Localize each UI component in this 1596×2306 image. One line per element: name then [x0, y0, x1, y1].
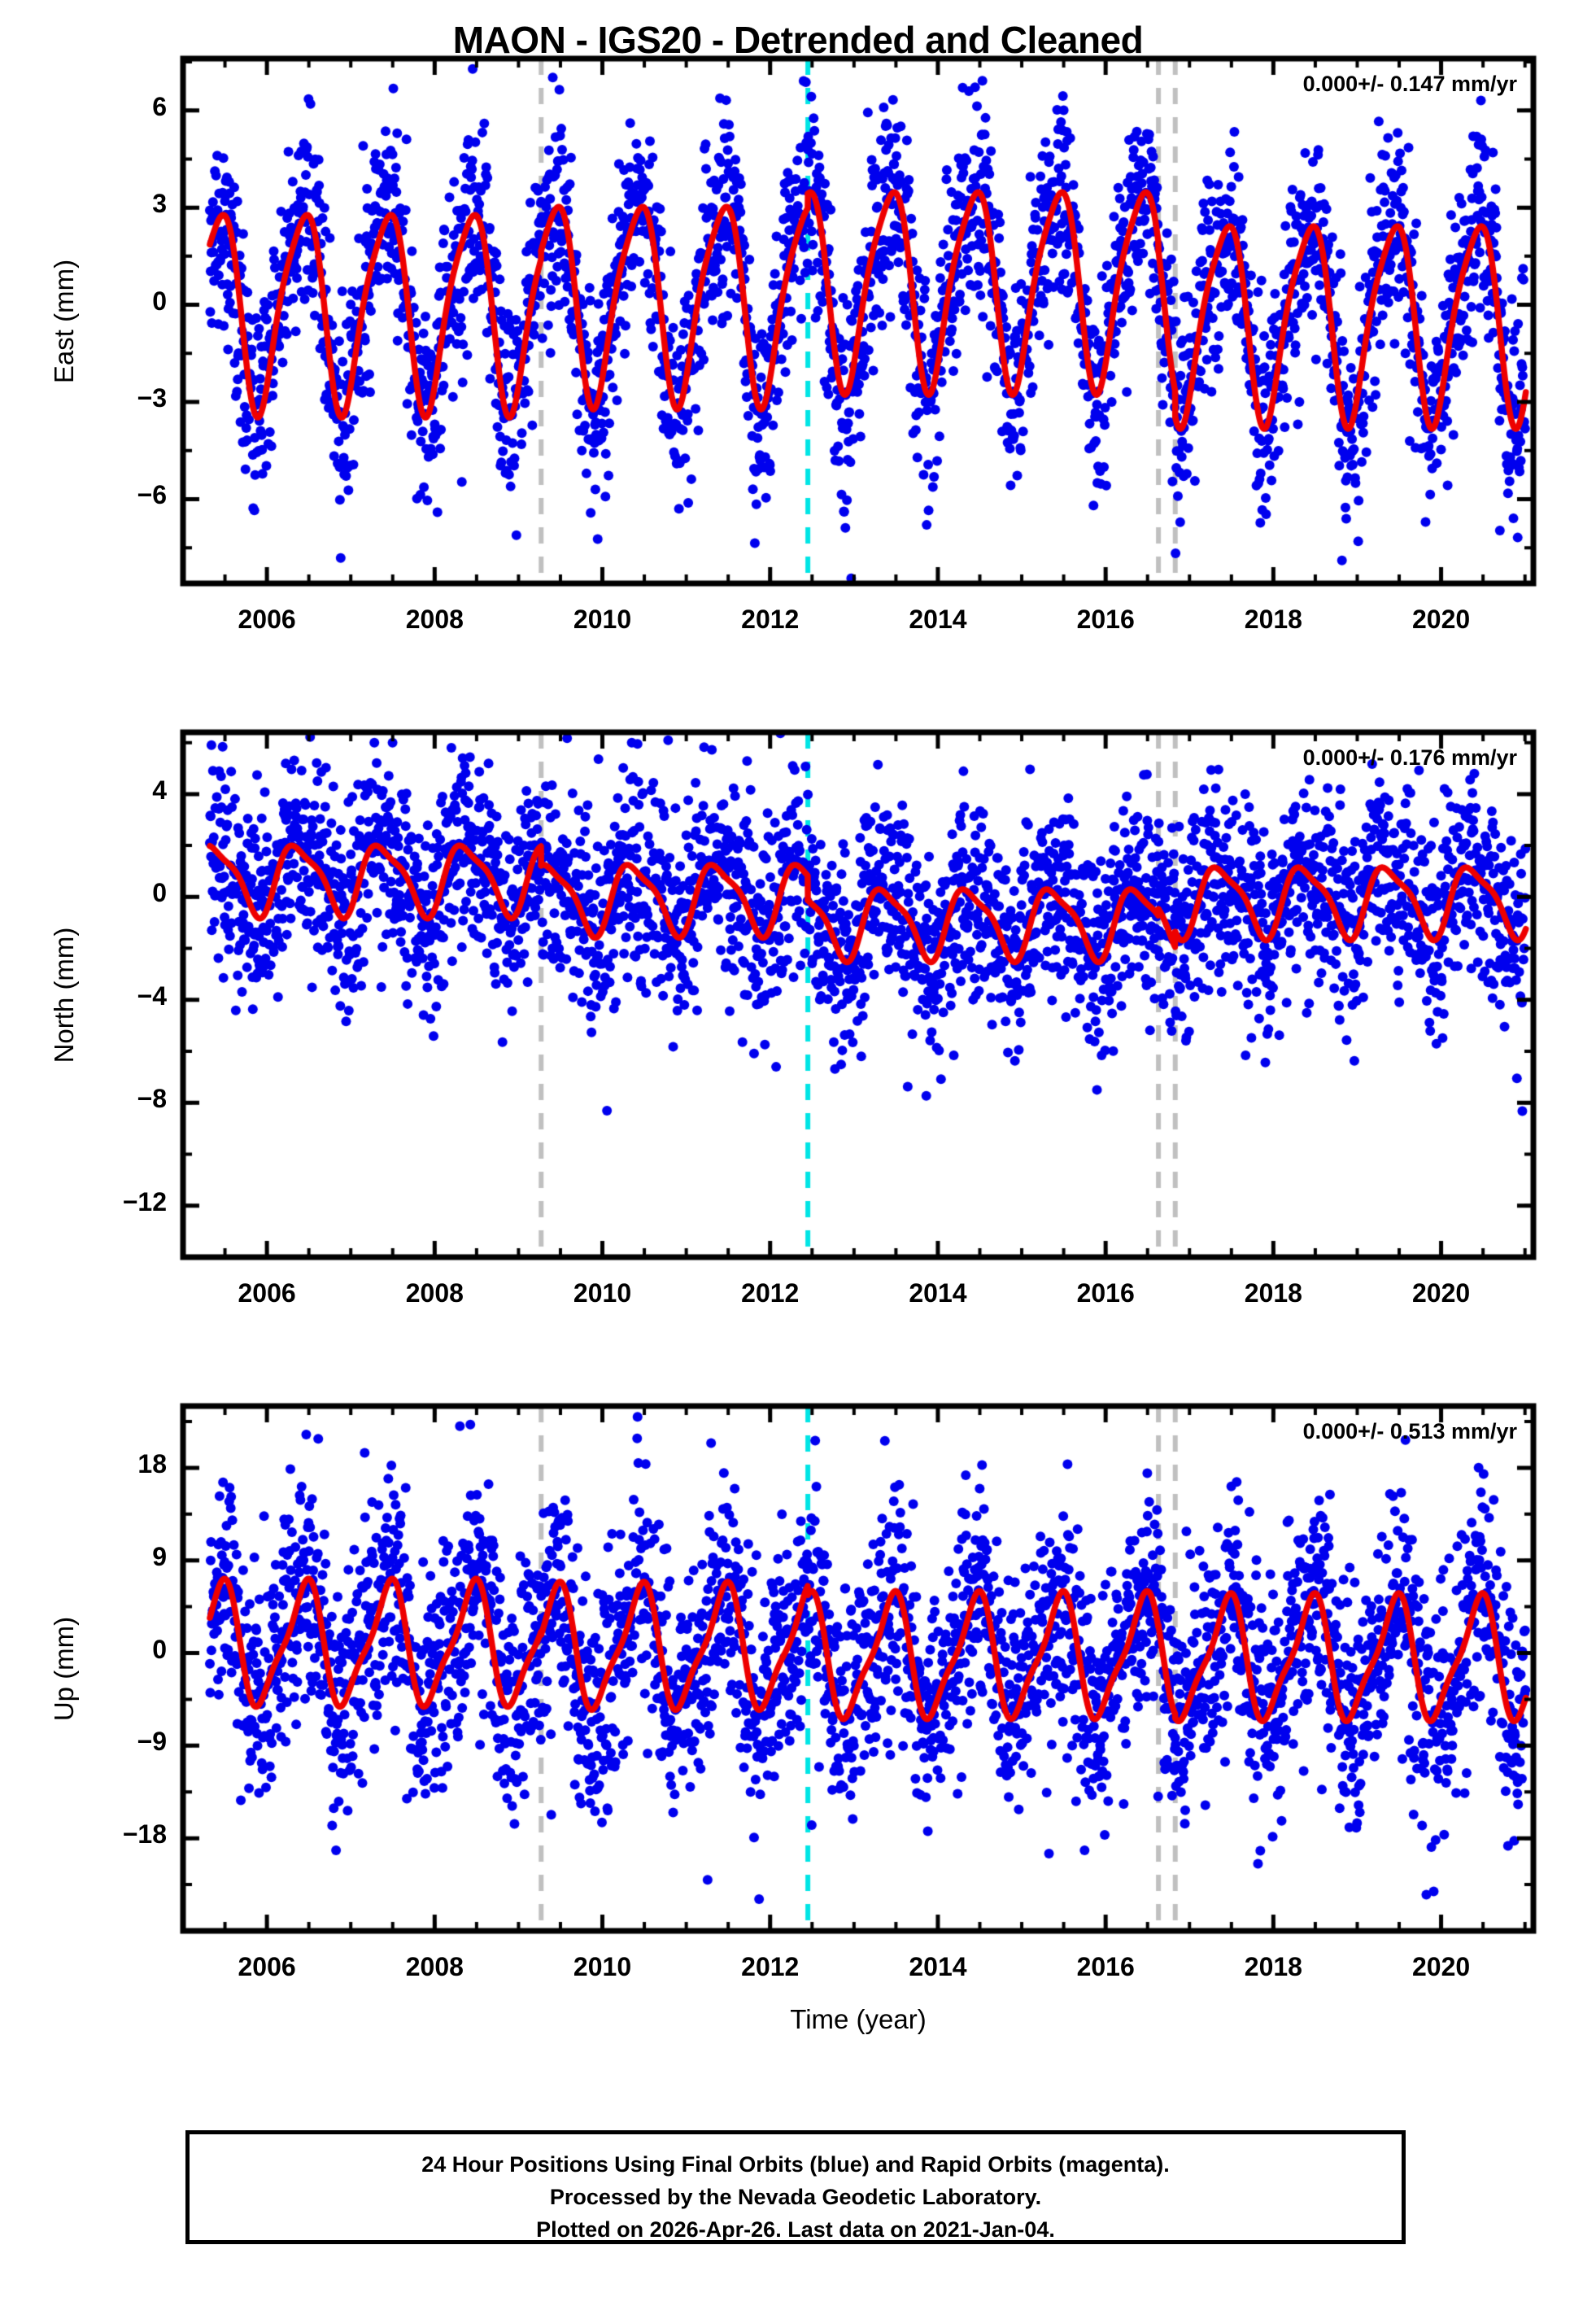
- up-rate-annotation: 0.000+/- 0.513 mm/yr: [1302, 1419, 1517, 1443]
- up-ytick-1: 9: [152, 1541, 167, 1571]
- up-ytick-3: −9: [137, 1727, 167, 1757]
- up-ytick-4: −18: [122, 1819, 167, 1850]
- east-xtick-3: 2012: [741, 605, 800, 634]
- up-xtick-0: 2006: [238, 1952, 296, 1981]
- up-xtick-2: 2010: [573, 1952, 632, 1981]
- page-title: MAON - IGS20 - Detrended and Cleaned: [452, 19, 1144, 61]
- north-ytick-0: 4: [152, 775, 167, 805]
- north-xtick-6: 2018: [1244, 1278, 1302, 1308]
- footer-line-processor: Processed by the Nevada Geodetic Laborat…: [549, 2185, 1042, 2209]
- east-ytick-4: −6: [137, 480, 167, 510]
- north-xtick-7: 2020: [1411, 1278, 1471, 1308]
- north-ytick-2: −4: [137, 980, 167, 1011]
- east-rate-annotation: 0.000+/- 0.147 mm/yr: [1302, 72, 1517, 96]
- east-xtick-7: 2020: [1411, 605, 1471, 634]
- north-xtick-1: 2008: [405, 1278, 464, 1308]
- north-xtick-2: 2010: [573, 1278, 632, 1308]
- north-xtick-3: 2012: [741, 1278, 800, 1308]
- footer-line-orbits: 24 Hour Positions Using Final Orbits (bl…: [421, 2152, 1170, 2177]
- up-xtick-3: 2012: [741, 1952, 800, 1981]
- east-xtick-5: 2016: [1076, 605, 1135, 634]
- up-axis-label: Up (mm): [49, 1616, 79, 1721]
- up-xtick-4: 2014: [909, 1952, 967, 1981]
- north-xtick-5: 2016: [1076, 1278, 1135, 1308]
- east-xtick-4: 2014: [909, 605, 967, 634]
- up-xtick-6: 2018: [1244, 1952, 1302, 1981]
- north-ytick-3: −8: [137, 1084, 167, 1114]
- north-axis-label: North (mm): [49, 927, 79, 1063]
- footer-caption-box: 24 Hour Positions Using Final Orbits (bl…: [185, 2130, 1406, 2244]
- up-xtick-1: 2008: [405, 1952, 464, 1981]
- east-xtick-6: 2018: [1244, 605, 1302, 634]
- east-ytick-1: 3: [152, 189, 167, 219]
- east-ytick-3: −3: [137, 383, 167, 413]
- east-xtick-0: 2006: [238, 605, 296, 634]
- north-xtick-4: 2014: [909, 1278, 967, 1308]
- north-ytick-1: 0: [152, 878, 167, 908]
- east-ytick-0: 6: [152, 91, 167, 121]
- north-xtick-0: 2006: [238, 1278, 296, 1308]
- up-ytick-0: 18: [137, 1448, 167, 1478]
- up-xtick-5: 2016: [1076, 1952, 1135, 1981]
- up-xtick-7: 2020: [1411, 1952, 1471, 1981]
- east-axis-label: East (mm): [49, 259, 79, 383]
- time-axis-label: Time (year): [790, 2004, 927, 2034]
- north-rate-annotation: 0.000+/- 0.176 mm/yr: [1302, 745, 1517, 770]
- north-ytick-4: −12: [122, 1186, 167, 1216]
- up-ytick-2: 0: [152, 1634, 167, 1664]
- east-xtick-2: 2010: [573, 605, 632, 634]
- east-ytick-2: 0: [152, 286, 167, 316]
- east-xtick-1: 2008: [405, 605, 464, 634]
- footer-line-dates: Plotted on 2026-Apr-26. Last data on 202…: [536, 2217, 1055, 2242]
